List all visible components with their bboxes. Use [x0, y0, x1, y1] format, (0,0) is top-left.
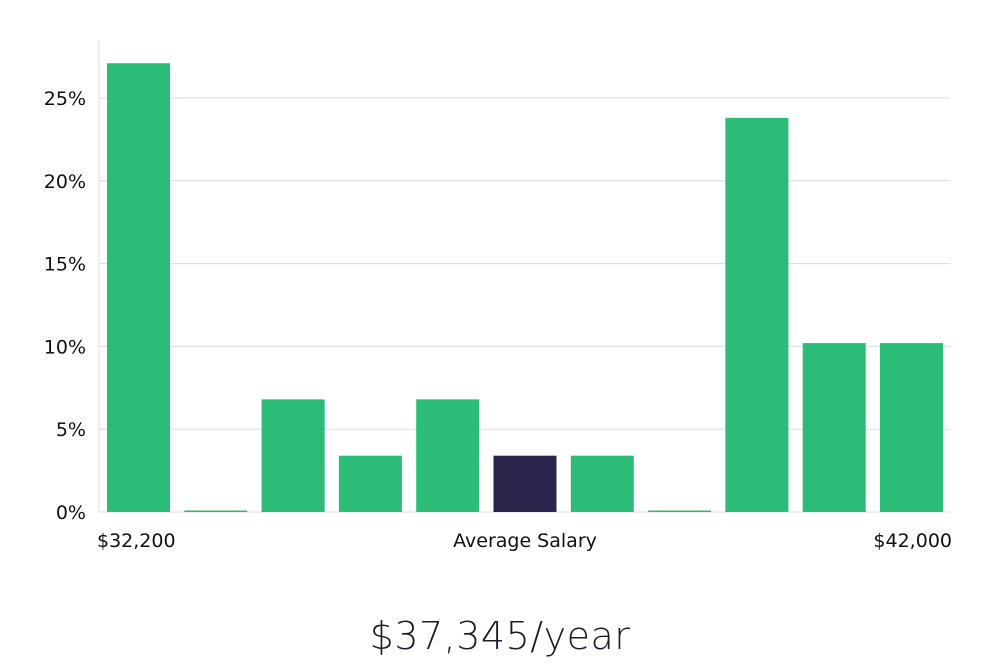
- chart-bars: [107, 63, 943, 512]
- bar: [261, 399, 325, 512]
- bar: [880, 343, 943, 512]
- bar: [107, 63, 170, 512]
- x-label-min: $32,200: [97, 530, 176, 552]
- bar: [570, 455, 634, 512]
- y-tick-label: 25%: [44, 88, 86, 110]
- bar: [416, 399, 480, 512]
- y-tick-label: 20%: [44, 171, 86, 193]
- bar: [802, 343, 866, 512]
- bar: [725, 117, 789, 512]
- y-tick-label: 0%: [56, 502, 86, 524]
- x-label-max: $42,000: [873, 530, 952, 552]
- bar: [338, 455, 402, 512]
- y-tick-label: 5%: [56, 419, 86, 441]
- salary-histogram-chart: 0%5%10%15%20%25% $32,200 Average Salary …: [44, 40, 952, 552]
- y-axis-ticks: 0% 5% 10% 15% 20% 25%: [44, 88, 86, 524]
- bar: [184, 510, 248, 512]
- y-tick-label: 10%: [44, 336, 86, 358]
- bar-average-salary: [493, 455, 557, 512]
- bar: [648, 510, 712, 512]
- y-tick-label: 15%: [44, 254, 86, 276]
- average-salary-value: $37,345/year: [369, 614, 631, 658]
- x-label-average: Average Salary: [453, 530, 597, 552]
